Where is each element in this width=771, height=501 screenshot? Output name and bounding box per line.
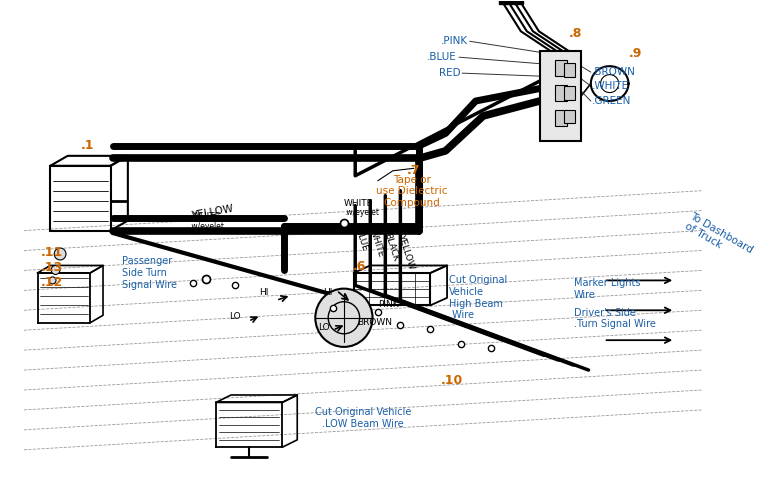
Text: WHITE: WHITE [368,228,385,259]
Text: BROWN: BROWN [357,318,392,327]
Circle shape [315,289,372,347]
Bar [564,63,575,77]
Text: .GREEN: .GREEN [592,96,631,106]
Text: Driver's Side
.Turn Signal Wire: Driver's Side .Turn Signal Wire [574,308,655,329]
Text: .w/eyelet: .w/eyelet [344,207,379,216]
Text: .8: .8 [568,27,581,40]
Text: .11: .11 [41,246,63,260]
Bar [554,110,567,126]
Text: WHITE: WHITE [344,199,373,208]
Text: WHITE: WHITE [191,212,221,221]
Text: LO: LO [318,323,330,332]
Text: HI: HI [323,289,332,298]
Bar [564,86,575,100]
Circle shape [54,248,66,260]
Text: YELLOW: YELLOW [190,204,234,221]
Text: BLUE: BLUE [353,228,369,253]
Text: .PINK: .PINK [441,36,468,46]
Text: Marker Lights
Wire: Marker Lights Wire [574,278,640,300]
Text: To Dashboard
of Truck: To Dashboard of Truck [682,211,755,265]
Bar [540,51,581,141]
Circle shape [49,277,56,284]
Text: LO: LO [229,312,241,321]
Text: RED: RED [439,68,460,78]
Bar [554,60,567,76]
Text: HI: HI [259,289,268,298]
Bar [564,110,575,123]
Circle shape [51,266,60,275]
Text: .w/eyelet: .w/eyelet [189,222,224,231]
Text: .7: .7 [407,164,421,177]
Text: .10: .10 [440,374,463,387]
Text: .9: .9 [628,47,642,60]
Text: .6: .6 [353,261,366,274]
Bar [554,85,567,101]
Text: .WHITE: .WHITE [592,81,629,91]
Text: PINK: PINK [378,300,399,309]
Text: .13: .13 [41,262,63,275]
Text: .BROWN: .BROWN [592,67,636,77]
Text: .1: .1 [81,139,95,152]
Text: Cut Original
Vehicle
High Beam
 Wire: Cut Original Vehicle High Beam Wire [449,276,507,320]
Text: BLACK: BLACK [382,232,400,263]
Text: Cut Original Vehicle
.LOW Beam Wire: Cut Original Vehicle .LOW Beam Wire [315,407,411,429]
Text: Tape or
use Dielectric
Compound: Tape or use Dielectric Compound [376,175,447,208]
Text: YELLOW: YELLOW [396,233,416,270]
Text: .BLUE: .BLUE [427,52,457,62]
Text: Passenger
Side Turn
Signal Wire: Passenger Side Turn Signal Wire [122,257,177,290]
Text: .12: .12 [41,277,63,290]
